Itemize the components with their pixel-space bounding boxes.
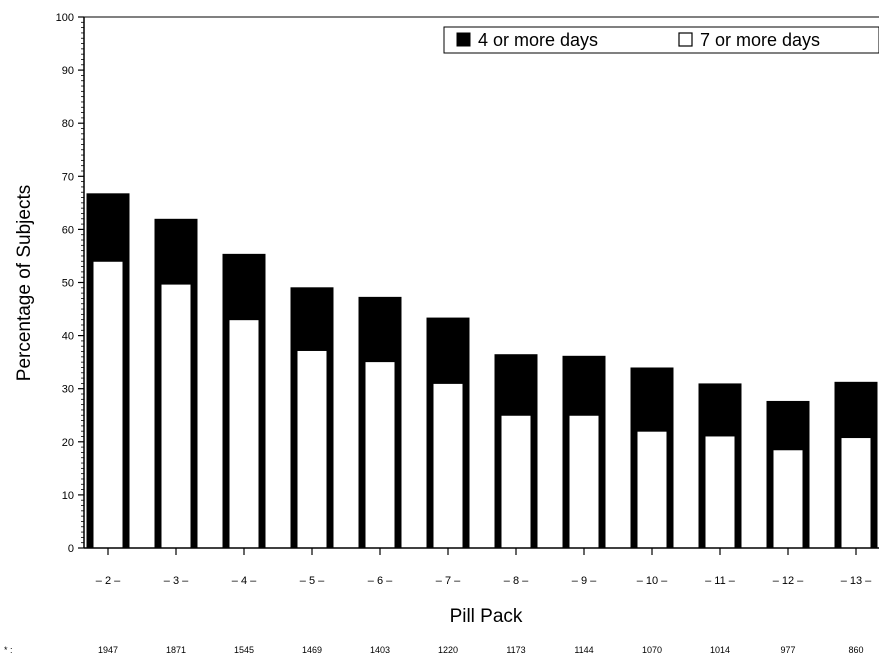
x-tick-label: – 3 – xyxy=(164,575,189,587)
n-value: 977 xyxy=(780,645,795,655)
y-tick-label: 40 xyxy=(62,331,74,343)
bar-7-or-more-days xyxy=(228,319,260,549)
x-tick-label: – 11 – xyxy=(705,575,736,587)
bar-7-or-more-days xyxy=(840,437,872,549)
bar-7-or-more-days xyxy=(772,449,804,549)
n-value: 1947 xyxy=(98,645,118,655)
x-tick-label: – 9 – xyxy=(572,575,597,587)
n-value: 1871 xyxy=(166,645,186,655)
bars-layer xyxy=(86,193,878,549)
bar-7-or-more-days xyxy=(500,414,532,549)
n-value: 1545 xyxy=(234,645,254,655)
y-ticks: 0 10 20 30 40 50 60 70 80 90 100 xyxy=(56,12,84,555)
y-tick-label: 80 xyxy=(62,118,74,130)
x-tick-label: – 10 – xyxy=(637,575,668,587)
x-tick-label: – 2 – xyxy=(96,575,121,587)
n-value: 1070 xyxy=(642,645,662,655)
y-tick-label: 10 xyxy=(62,490,74,502)
n-value: 1144 xyxy=(574,645,593,655)
legend: 4 or more days 7 or more days xyxy=(443,26,879,54)
x-tick-label: – 5 – xyxy=(300,575,325,587)
y-tick-label: 100 xyxy=(56,12,74,24)
x-ticks: – 2 – – 3 – – 4 – – 5 – – 6 – – 7 – – 8 – – 9 –… xyxy=(96,548,872,587)
y-tick-label: 30 xyxy=(62,384,74,396)
x-tick-label: – 4 – xyxy=(232,575,257,587)
n-value: 860 xyxy=(848,645,863,655)
legend-swatch-4-days xyxy=(456,32,471,47)
x-axis-title: Pill Pack xyxy=(450,606,523,627)
bar-7-or-more-days xyxy=(568,414,600,549)
bar-7-or-more-days xyxy=(364,361,396,549)
legend-box xyxy=(443,26,879,54)
legend-swatch-7-days xyxy=(678,32,693,47)
bar-7-or-more-days xyxy=(636,430,668,549)
n-row: 1947 1871 1545 1469 1403 1220 1173 1144 1070 1014… xyxy=(98,645,864,655)
y-axis-title: Percentage of Subjects xyxy=(14,185,35,381)
y-tick-label: 90 xyxy=(62,65,74,77)
y-tick-label: 60 xyxy=(62,224,74,236)
n-value: 1014 xyxy=(710,645,730,655)
n-row-label: * : xyxy=(4,645,13,655)
x-tick-label: – 13 – xyxy=(841,575,872,587)
y-tick-label: 70 xyxy=(62,171,74,183)
bar-7-or-more-days xyxy=(296,349,328,549)
legend-label-7-days: 7 or more days xyxy=(700,30,820,50)
x-tick-label: – 12 – xyxy=(773,575,804,587)
n-value: 1403 xyxy=(370,645,390,655)
n-value: 1173 xyxy=(506,645,525,655)
legend-label-4-days: 4 or more days xyxy=(478,30,598,50)
y-tick-label: 50 xyxy=(62,278,74,290)
bar-7-or-more-days xyxy=(704,435,736,549)
n-value: 1469 xyxy=(302,645,322,655)
y-tick-label: 20 xyxy=(62,437,74,449)
n-value: 1220 xyxy=(438,645,458,655)
bar-7-or-more-days xyxy=(432,382,464,549)
x-tick-label: – 7 – xyxy=(436,575,461,587)
bar-7-or-more-days xyxy=(160,283,192,549)
x-tick-label: – 8 – xyxy=(504,575,529,587)
x-tick-label: – 6 – xyxy=(368,575,393,587)
bar-7-or-more-days xyxy=(92,260,124,549)
y-tick-label: 0 xyxy=(68,543,74,555)
